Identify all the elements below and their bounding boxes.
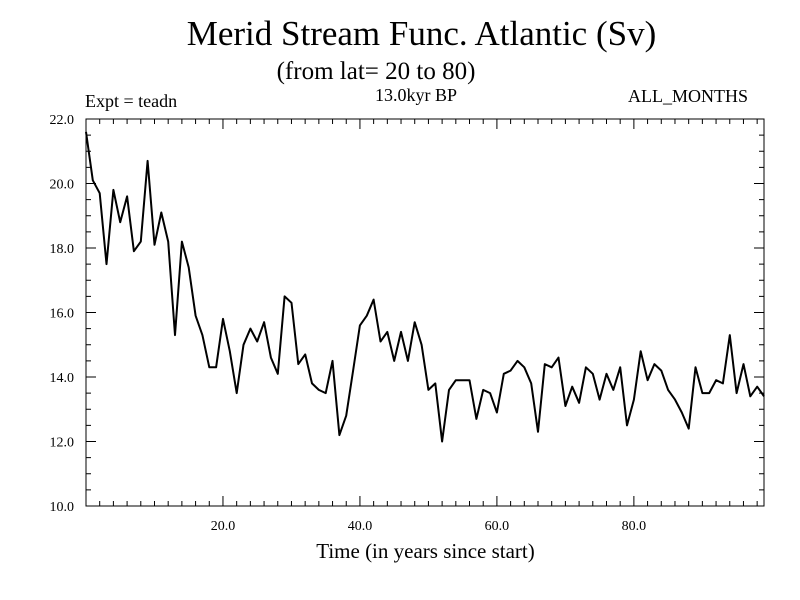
x-tick-label: 80.0 [622,519,647,534]
x-tick-label: 20.0 [211,519,236,534]
plot-frame [85,118,765,507]
y-tick-label: 16.0 [50,307,75,322]
y-tick-label: 12.0 [50,436,75,451]
months-label: ALL_MONTHS [628,86,748,106]
x-tick-label: 60.0 [485,519,510,534]
experiment-label: Expt = teadn [85,91,178,111]
chart-title: Merid Stream Func. Atlantic (Sv) [186,14,657,53]
y-tick-label: 14.0 [50,371,75,386]
y-tick-label: 22.0 [50,113,75,128]
chart-subtitle: (from lat= 20 to 80) [276,58,476,85]
x-tick-label: 40.0 [348,519,373,534]
y-tick-label: 20.0 [50,178,75,193]
era-label: 13.0kyr BP [375,85,458,105]
y-tick-label: 10.0 [50,500,75,515]
y-tick-label: 18.0 [50,242,75,257]
series-line [85,131,765,443]
x-axis-label: Time (in years since start) [316,539,535,563]
